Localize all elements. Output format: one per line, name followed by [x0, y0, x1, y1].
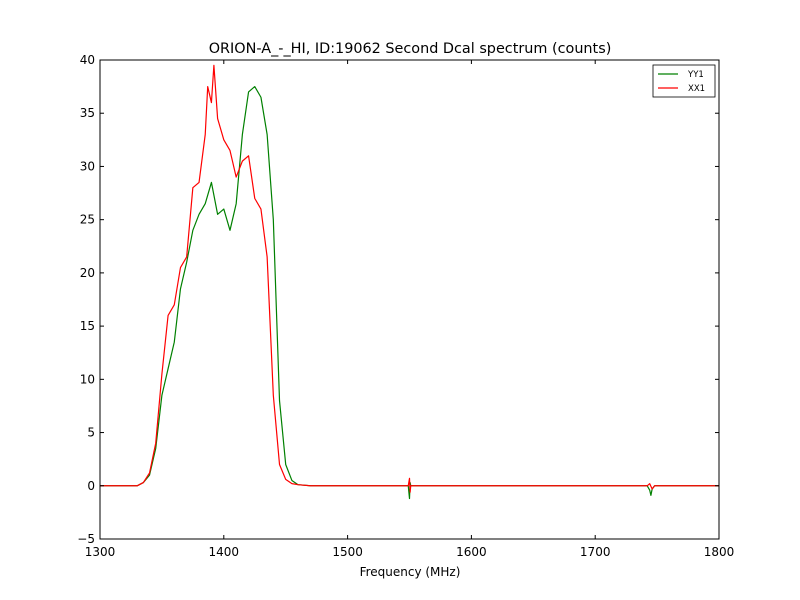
y-tick-label: 20 — [80, 266, 95, 280]
series-line-xx1 — [100, 64, 719, 493]
y-tick-label: −5 — [77, 532, 95, 546]
x-tick-label: 1300 — [85, 545, 116, 559]
legend-label-xx1: XX1 — [688, 84, 705, 94]
y-tick-label: 0 — [87, 479, 95, 493]
x-tick-label: 1700 — [580, 545, 611, 559]
x-axis-label: Frequency (MHz) — [360, 565, 461, 579]
y-tick-label: 35 — [80, 106, 95, 120]
x-tick-label: 1800 — [704, 545, 735, 559]
y-tick-label: 25 — [80, 213, 95, 227]
x-tick-label: 1400 — [209, 545, 240, 559]
x-tick-label: 1600 — [456, 545, 487, 559]
y-tick-label: 15 — [80, 319, 95, 333]
legend-box — [652, 64, 716, 98]
x-tick-label: 1500 — [332, 545, 363, 559]
y-tick-label: 30 — [80, 159, 95, 173]
y-tick-label: 40 — [80, 53, 95, 67]
axes-frame — [99, 59, 720, 540]
y-tick-label: 10 — [80, 372, 95, 386]
axes-background — [100, 60, 719, 539]
y-tick-label: 5 — [87, 426, 95, 440]
plot-area — [99, 59, 720, 540]
chart-title: ORION-A_-_HI, ID:19062 Second Dcal spect… — [209, 41, 612, 57]
ticks-layer: 1300 1400 1500 1600 1700 1800 −5 0 5 10 15 20 25 30 35… — [77, 53, 734, 559]
series-layer — [100, 64, 719, 500]
legend-label-yy1: YY1 — [687, 70, 704, 80]
